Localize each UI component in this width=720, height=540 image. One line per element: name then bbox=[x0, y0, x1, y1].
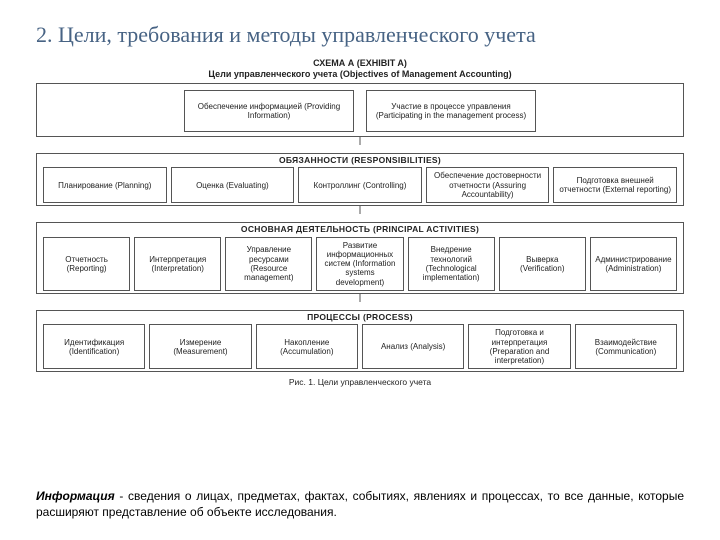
section-2-item-4: Подготовка и интерпретация (Preparation … bbox=[468, 324, 570, 369]
connector bbox=[36, 137, 684, 145]
section-band-0: ОБЯЗАННОСТИ (RESPONSIBILITIES)Планирован… bbox=[36, 153, 684, 206]
section-2-item-1: Измерение (Measurement) bbox=[149, 324, 251, 369]
section-0-item-3: Обеспечение достоверности отчетности (As… bbox=[426, 167, 550, 203]
top-container: Обеспечение информацией (Providing Infor… bbox=[36, 83, 684, 137]
section-band-1: ОСНОВНАЯ ДЕЯТЕЛЬНОСТЬ (PRINCIPAL ACTIVIT… bbox=[36, 222, 684, 294]
section-1-item-5: Выверка (Verification) bbox=[499, 237, 586, 291]
section-row-0: Планирование (Planning)Оценка (Evaluatin… bbox=[43, 167, 677, 203]
footnote-text: - сведения о лицах, предметах, фактах, с… bbox=[36, 489, 684, 519]
section-0-item-0: Планирование (Planning) bbox=[43, 167, 167, 203]
connector bbox=[36, 294, 684, 302]
schema-header-2: Цели управленческого учета (Objectives o… bbox=[36, 69, 684, 79]
section-1-item-3: Развитие информационных систем (Informat… bbox=[316, 237, 403, 291]
section-row-1: Отчетность (Reporting)Интерпретация (Int… bbox=[43, 237, 677, 291]
schema-header-1: СХЕМА А (EXHIBIT A) bbox=[36, 58, 684, 68]
section-2-item-5: Взаимодействие (Communication) bbox=[575, 324, 677, 369]
section-2-item-0: Идентификация (Identification) bbox=[43, 324, 145, 369]
section-1-item-2: Управление ресурсами (Resource managemen… bbox=[225, 237, 312, 291]
footnote: Информация - сведения о лицах, предметах… bbox=[36, 488, 684, 520]
section-label-1: ОСНОВНАЯ ДЕЯТЕЛЬНОСТЬ (PRINCIPAL ACTIVIT… bbox=[43, 225, 677, 235]
section-1-item-4: Внедрение технологий (Technological impl… bbox=[408, 237, 495, 291]
section-0-item-1: Оценка (Evaluating) bbox=[171, 167, 295, 203]
section-1-item-0: Отчетность (Reporting) bbox=[43, 237, 130, 291]
footnote-term: Информация bbox=[36, 489, 115, 503]
section-row-2: Идентификация (Identification)Измерение … bbox=[43, 324, 677, 369]
figure-caption: Рис. 1. Цели управленческого учета bbox=[36, 378, 684, 388]
connector bbox=[36, 206, 684, 214]
objective-box-0: Обеспечение информацией (Providing Infor… bbox=[184, 90, 354, 132]
slide-title: 2. Цели, требования и методы управленчес… bbox=[36, 22, 684, 48]
section-1-item-6: Администри­рование (Administration) bbox=[590, 237, 677, 291]
diagram-container: СХЕМА А (EXHIBIT A) Цели управленческого… bbox=[36, 58, 684, 388]
section-1-item-1: Интерпретация (Interpretation) bbox=[134, 237, 221, 291]
section-2-item-2: Накопление (Accumulation) bbox=[256, 324, 358, 369]
section-2-item-3: Анализ (Analysis) bbox=[362, 324, 464, 369]
section-0-item-4: Подготовка внешней отчетности (External … bbox=[553, 167, 677, 203]
objective-box-1: Участие в процессе управления (Participa… bbox=[366, 90, 536, 132]
section-label-0: ОБЯЗАННОСТИ (RESPONSIBILITIES) bbox=[43, 156, 677, 166]
section-0-item-2: Контроллинг (Controlling) bbox=[298, 167, 422, 203]
section-band-2: ПРОЦЕССЫ (PROCESS)Идентификация (Identif… bbox=[36, 310, 684, 373]
section-label-2: ПРОЦЕССЫ (PROCESS) bbox=[43, 313, 677, 323]
top-row: Обеспечение информацией (Providing Infor… bbox=[43, 90, 677, 132]
